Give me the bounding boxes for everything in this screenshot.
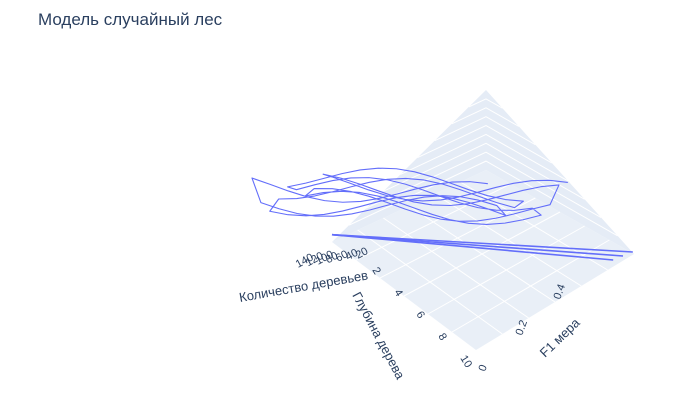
x-tick-label: 80 [324,250,340,266]
grid-line [460,181,608,271]
grid-line [417,124,553,164]
x-tick-label: 20 [354,245,370,261]
scene-background-planes [332,90,634,350]
z-tick-label: 0.4 [552,283,569,301]
y-tick-label: 10 [457,353,474,370]
chart-title: Модель случайный лес [38,10,223,29]
x-axis-title: Количество деревьев [238,268,369,305]
data-traces [251,167,633,261]
grid-line [400,133,569,182]
y-tick-label: 4 [391,287,404,299]
trace-connector [331,233,624,257]
y-tick-label: 6 [413,309,426,321]
z-axis-title: F1 мера [537,315,584,361]
grid-line [468,98,503,109]
y-tick-label: 8 [435,331,448,343]
z-tick-label: 0.2 [514,319,531,337]
trace-connector [331,233,614,261]
scene-gridlines [348,98,618,335]
grid-line [366,151,602,218]
grid-line [451,107,520,127]
x-tick-label: 40 [344,247,360,263]
z-tick-label: 0 [477,363,490,373]
y-tick-label: 2 [369,265,382,277]
x-tick-label: 60 [334,248,350,264]
grid-line [434,116,536,146]
f1-trace[interactable] [251,167,568,226]
y-axis-title: Глубина дерева [349,289,408,382]
back-plane [332,90,634,254]
floor-plane [332,170,634,350]
